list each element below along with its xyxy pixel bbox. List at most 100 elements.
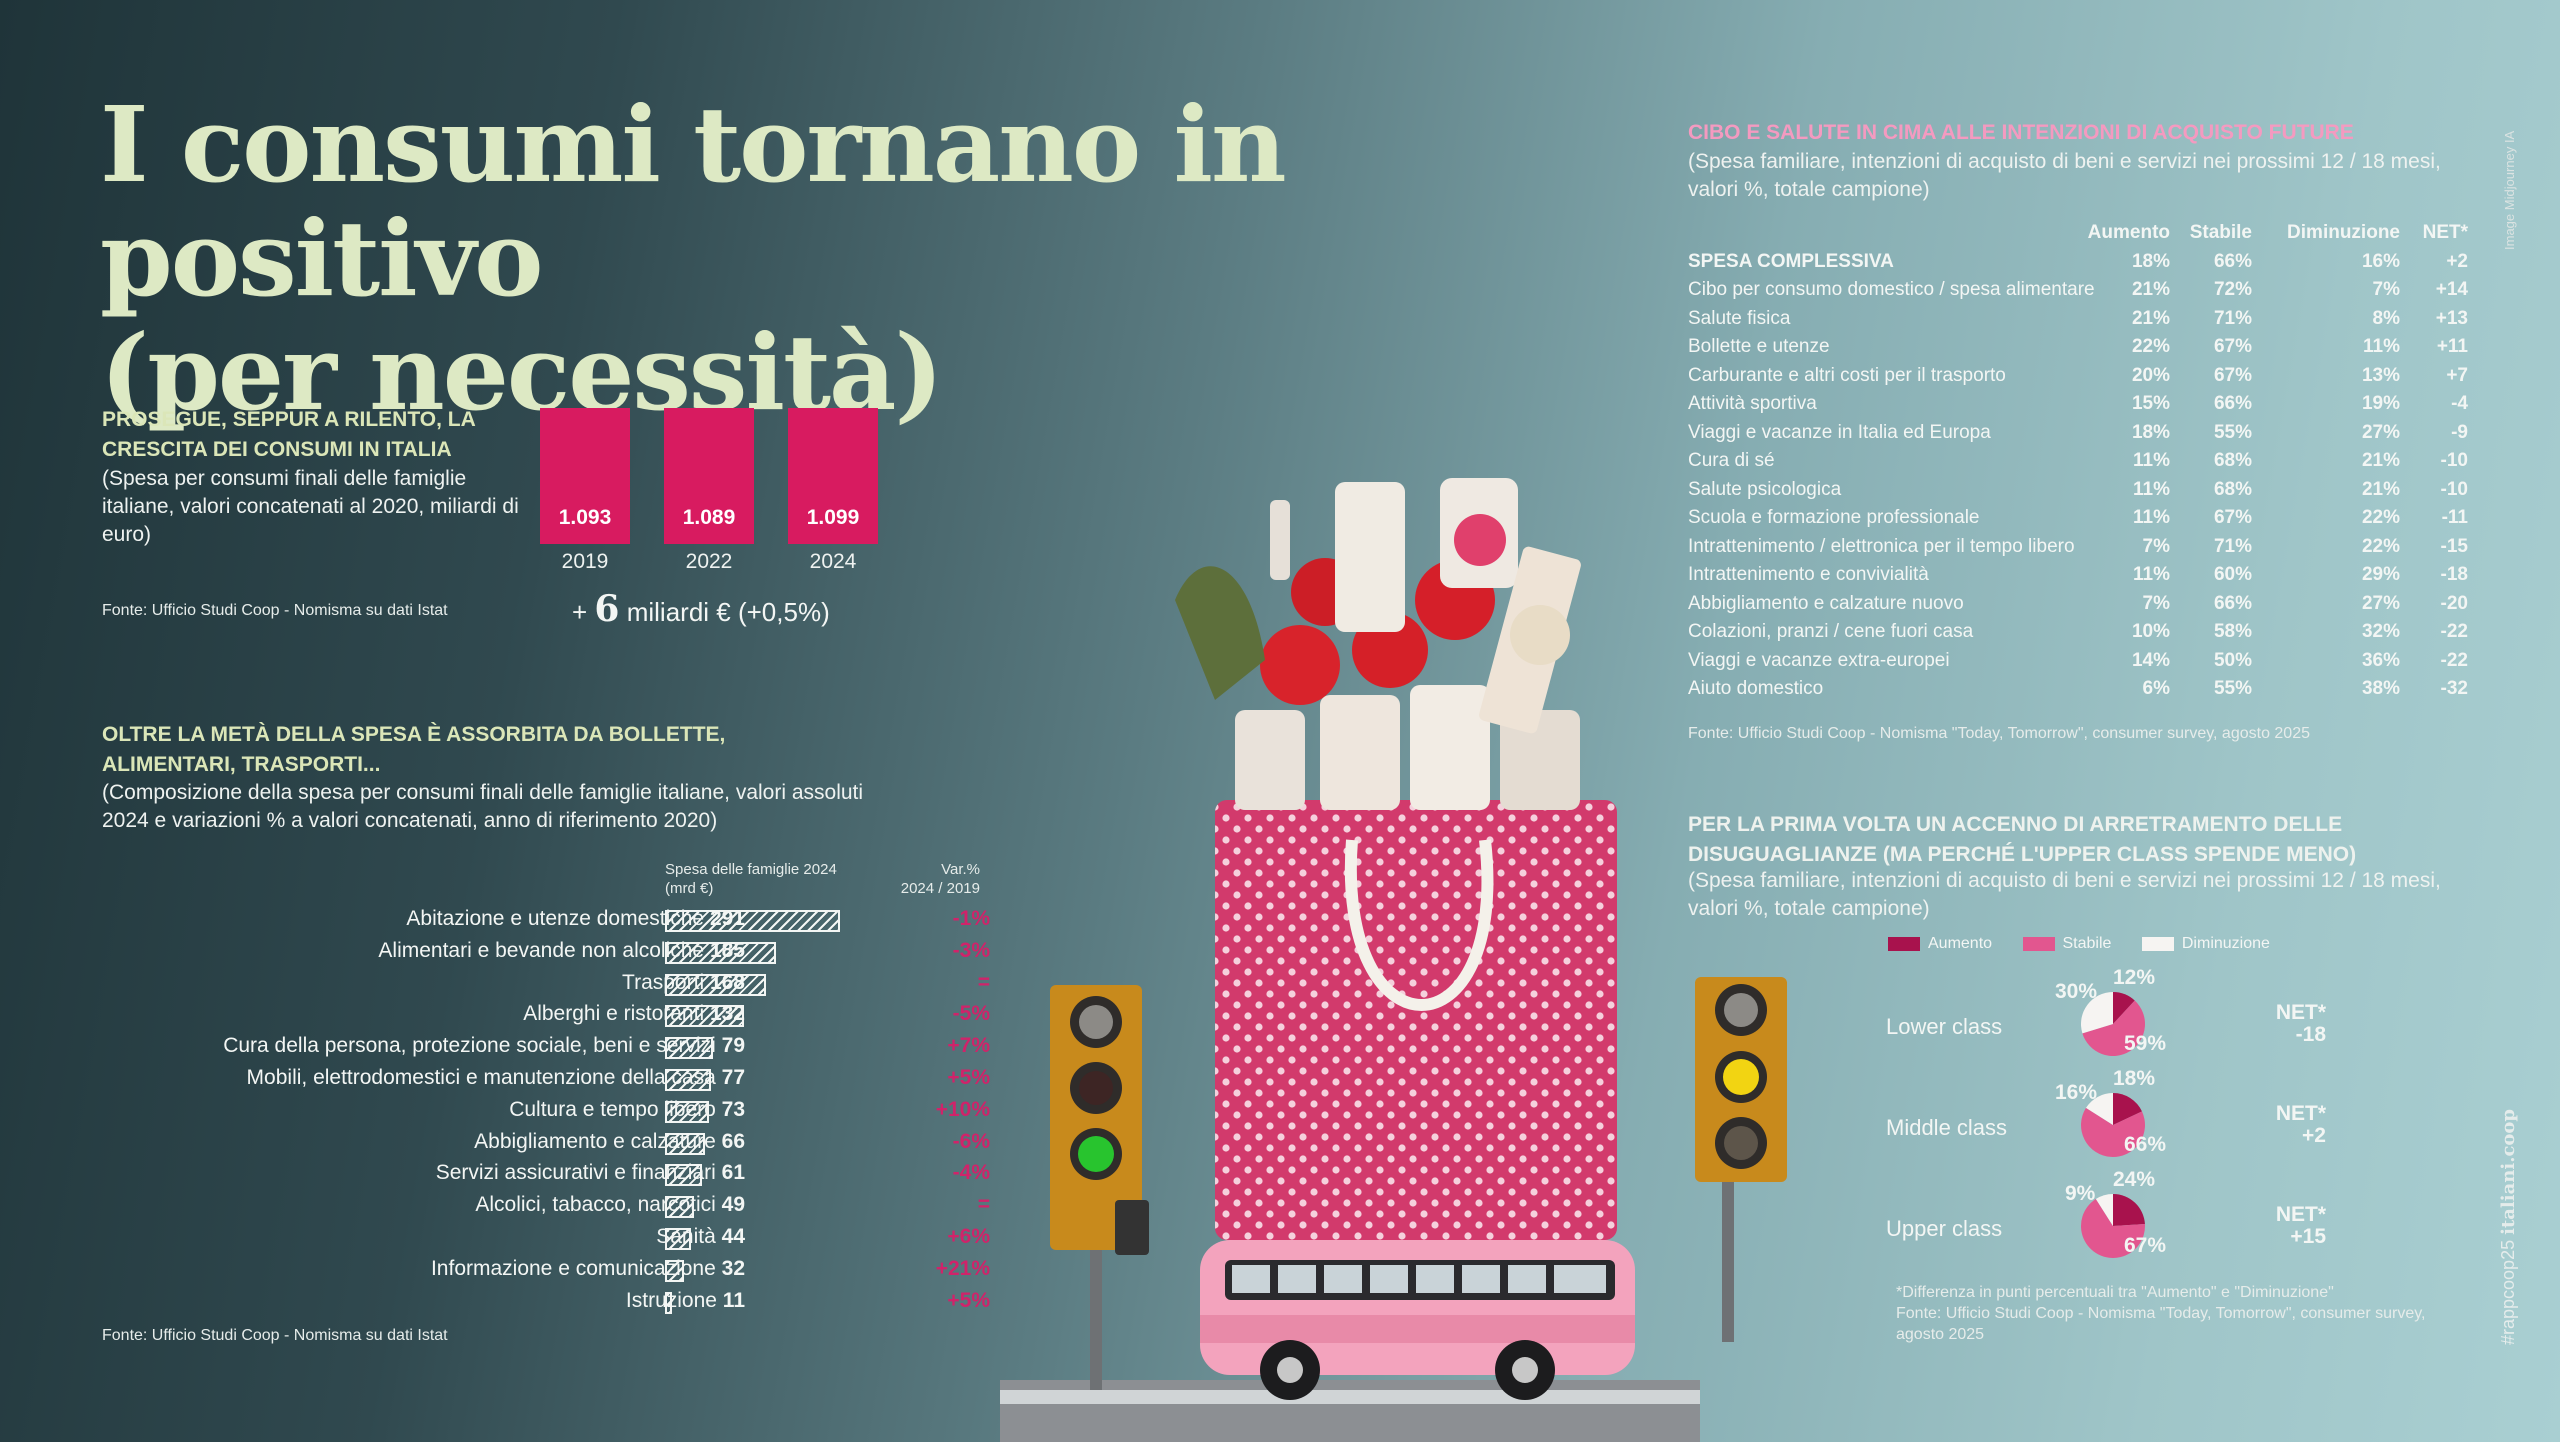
table-cell-net: -20 xyxy=(2440,592,2468,614)
class-label: Lower class xyxy=(1886,1014,2003,1039)
table-cell-aumento: 7% xyxy=(2142,592,2170,614)
table-cell-net: +2 xyxy=(2446,250,2468,272)
table-cell-stabile: 60% xyxy=(2213,564,2252,585)
net-value: NET* -18 xyxy=(2260,1002,2326,1046)
table-body: SPESA COMPLESSIVA 18% 66% 16% +2 Cibo per con… xyxy=(1688,249,2468,705)
spending-category-label: Servizi assicurativi e finanziari 61 xyxy=(436,1161,745,1185)
pie-slice-aumento xyxy=(2113,992,2135,1024)
table-cell-diminuzione: 32% xyxy=(2361,621,2400,642)
table-cell-aumento: 6% xyxy=(2142,678,2170,699)
spending-row: Abbigliamento e calzature 66 -6% xyxy=(90,1128,990,1160)
legend-aumento: Aumento xyxy=(1888,935,1992,952)
net-value: NET* +15 xyxy=(2260,1204,2326,1248)
spending-row: Sanità 44+6% xyxy=(90,1223,990,1255)
table-cell-aumento: 11% xyxy=(2133,564,2170,585)
spending-variation: -5% xyxy=(952,1002,990,1026)
table-cell-aumento: 14% xyxy=(2131,649,2170,671)
table-row-label: Colazioni, pranzi / cene fuori casa xyxy=(1688,621,1974,642)
spending-category-name: Cultura e tempo libero xyxy=(509,1097,722,1121)
table-cell-net: -4 xyxy=(2451,393,2468,414)
spending-variation: +5% xyxy=(947,1288,990,1312)
spending-category-name: Istruzione xyxy=(625,1288,723,1312)
spesa-header-line2: (mrd €) xyxy=(665,880,714,897)
spending-category-label: Cultura e tempo libero 73 xyxy=(509,1098,745,1122)
table-row-label: Salute fisica xyxy=(1688,307,1791,329)
spending-variation: +7% xyxy=(947,1034,990,1058)
pct-stabile: 59% xyxy=(2124,1032,2167,1055)
pie-slice-aumento xyxy=(2113,1093,2142,1125)
spending-value: 66 xyxy=(721,1129,745,1153)
spending-row: Alcolici, tabacco, narcotici 49 = xyxy=(90,1191,990,1223)
section2-subtitle: (Composizione della spesa per consumi fi… xyxy=(102,781,864,832)
net-label: NET* xyxy=(2275,1203,2326,1226)
table-cell-stabile: 50% xyxy=(2213,649,2252,671)
table-row-label: SPESA COMPLESSIVA xyxy=(1688,250,1894,272)
table-cell-aumento: 11% xyxy=(2133,450,2170,471)
legend-label-aumento: Aumento xyxy=(1928,935,1993,952)
table-row: Abbigliamento e calzature nuovo 7% 66% 27% -… xyxy=(1688,591,2468,620)
pie-slice-stabile xyxy=(2081,1198,2145,1258)
table-cell-stabile: 66% xyxy=(2213,393,2252,414)
spending-row: Trasporti 168= xyxy=(90,969,990,1001)
col-stabile: Stabile xyxy=(2189,222,2252,243)
pct-aumento: 24% xyxy=(2113,1168,2156,1191)
spending-row: Informazione e comunicazione 32 +21% xyxy=(90,1255,990,1287)
table-cell-diminuzione: 36% xyxy=(2361,649,2400,671)
spending-category-label: Mobili, elettrodomestici e manutenzione … xyxy=(247,1066,745,1090)
spending-value: 32 xyxy=(721,1256,745,1280)
spending-bar xyxy=(665,1291,672,1314)
footnote-net: *Differenza in punti percentuali tra "Au… xyxy=(1896,1284,2334,1301)
net-number: +2 xyxy=(2302,1124,2326,1147)
consumption-year-2022: 2022 xyxy=(685,550,733,573)
section3-source: Fonte: Ufficio Studi Coop - Nomisma "Tod… xyxy=(1688,725,2310,742)
table-cell-diminuzione: 38% xyxy=(2361,678,2400,699)
table-cell-aumento: 11% xyxy=(2133,478,2170,500)
var-header-line1: Var.% xyxy=(941,861,980,878)
pct-diminuzione: 16% xyxy=(2055,1081,2098,1104)
pie-legend: Aumento Stabile Diminuzione xyxy=(1888,935,2270,953)
spending-row: Abitazione e utenze domestiche 291-1% xyxy=(90,905,990,937)
spending-row: Alberghi e ristoranti 132-5% xyxy=(90,1000,990,1032)
table-row: Bollette e utenze 22% 67% 11% +11 xyxy=(1688,334,2468,363)
table-cell-net: -22 xyxy=(2440,649,2468,671)
table-cell-net: +11 xyxy=(2436,336,2468,357)
table-cell-stabile: 67% xyxy=(2213,336,2252,357)
spending-bar xyxy=(665,1259,685,1282)
spending-bar xyxy=(665,1100,709,1123)
pct-aumento: 12% xyxy=(2113,966,2156,989)
class-pie-charts: Lower class 12% 30% 59% NET* -18 Middle class 1… xyxy=(1880,966,2350,1270)
spending-row: Cultura e tempo libero 73 +10% xyxy=(90,1096,990,1128)
spending-variation: -4% xyxy=(952,1161,990,1185)
table-cell-aumento: 15% xyxy=(2131,393,2170,414)
net-number: +15 xyxy=(2290,1225,2326,1248)
spending-category-name: Cura della persona, protezione sociale, … xyxy=(223,1034,722,1058)
table-cell-aumento: 18% xyxy=(2131,421,2170,443)
table-row-label: Intrattenimento e convivialità xyxy=(1688,564,1929,585)
delta-number: 6 xyxy=(594,588,620,630)
section1-heading: PROSEGUE, SEPPUR A RILENTO, LA CRESCITA … xyxy=(102,408,475,461)
table-row: Carburante e altri costi per il trasport… xyxy=(1688,363,2468,392)
consumption-bar-2019 xyxy=(540,408,630,544)
spending-category-name: Abbigliamento e calzature xyxy=(474,1129,722,1153)
table-cell-diminuzione: 21% xyxy=(2361,478,2400,500)
net-label: NET* xyxy=(2275,1102,2326,1125)
spending-value: 49 xyxy=(721,1193,745,1217)
table-cell-aumento: 10% xyxy=(2131,621,2170,642)
consumption-year-2019: 2019 xyxy=(561,550,609,573)
spending-bar xyxy=(665,973,767,996)
legend-swatch-aumento xyxy=(1888,936,1920,951)
section2-source: Fonte: Ufficio Studi Coop - Nomisma su d… xyxy=(102,1327,448,1344)
table-cell-stabile: 71% xyxy=(2213,307,2252,329)
table-row: Scuola e formazione professionale 11% 67% 2… xyxy=(1688,505,2468,534)
table-row-label: Scuola e formazione professionale xyxy=(1688,507,1980,528)
pct-stabile: 66% xyxy=(2124,1133,2167,1156)
table-cell-stabile: 55% xyxy=(2213,421,2252,443)
spending-value: 73 xyxy=(721,1097,745,1121)
net-label: NET* xyxy=(2275,1001,2326,1024)
section4-heading: PER LA PRIMA VOLTA UN ACCENNO DI ARRETRA… xyxy=(1688,813,2357,866)
table-row-label: Intrattenimento / elettronica per il tem… xyxy=(1688,535,2075,557)
pct-aumento: 18% xyxy=(2113,1067,2156,1090)
shopping-bag-illustration xyxy=(1000,478,1700,1442)
image-credit: Image Midjourney IA xyxy=(2502,130,2517,250)
pie-slice-aumento xyxy=(2113,1194,2145,1226)
